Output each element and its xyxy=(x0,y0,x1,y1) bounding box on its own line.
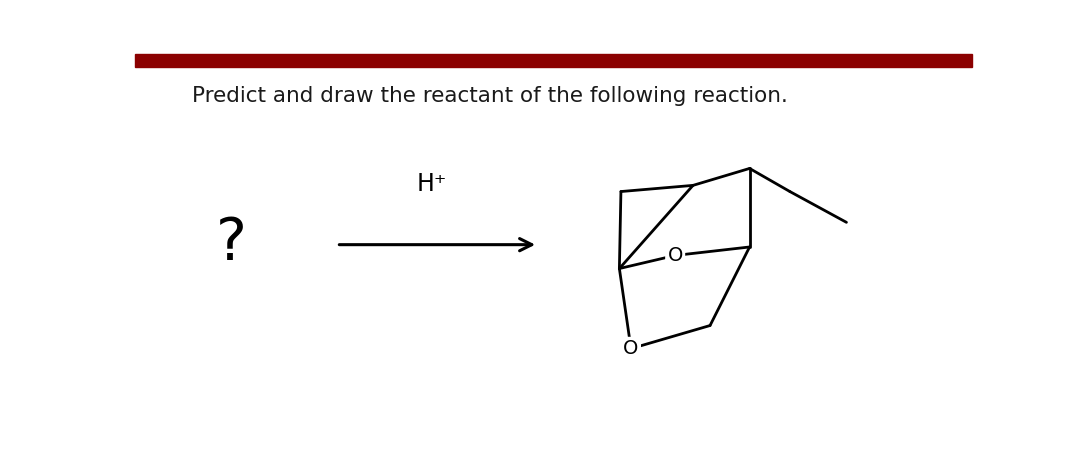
Text: ?: ? xyxy=(216,215,246,272)
Text: O: O xyxy=(623,339,638,358)
Text: O: O xyxy=(667,246,683,265)
Text: Predict and draw the reactant of the following reaction.: Predict and draw the reactant of the fol… xyxy=(192,86,787,106)
Text: H⁺: H⁺ xyxy=(417,172,447,196)
Bar xyxy=(135,54,972,67)
